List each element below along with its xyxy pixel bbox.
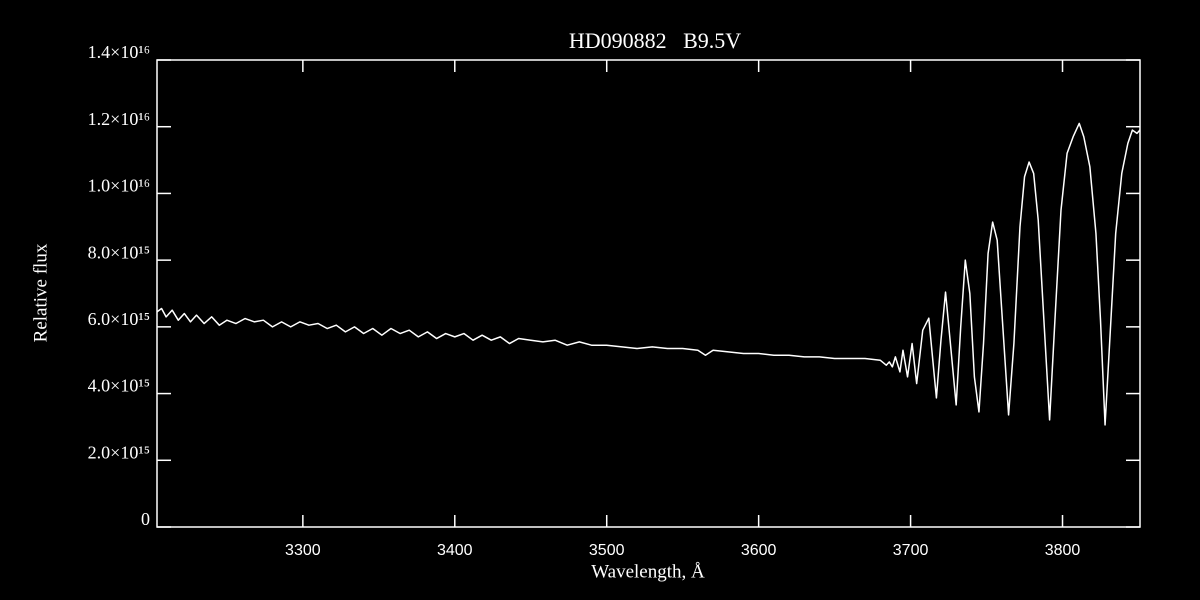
y-tick-label: 1.0×10¹⁶ — [88, 176, 150, 196]
plot-frame — [156, 59, 1141, 528]
x-tick-label: 3300 — [285, 542, 321, 559]
spectrum-line — [156, 122, 1141, 426]
x-tick-label: 3700 — [893, 542, 929, 559]
chart-title: HD090882 B9.5V — [569, 28, 741, 53]
y-tick-label: 8.0×10¹⁵ — [88, 242, 150, 262]
y-tick-label: 1.4×10¹⁶ — [88, 42, 150, 62]
x-tick-label: 3800 — [1045, 542, 1081, 559]
y-tick-label: 1.2×10¹⁶ — [88, 109, 150, 129]
y-tick-label: 0 — [141, 509, 150, 529]
x-tick-label: 3500 — [589, 542, 625, 559]
y-tick-label: 2.0×10¹⁵ — [88, 442, 150, 462]
x-tick-label: 3600 — [741, 542, 777, 559]
x-tick-label: 3400 — [437, 542, 473, 559]
y-tick-label: 6.0×10¹⁵ — [88, 309, 150, 329]
y-axis-label: Relative flux — [30, 243, 51, 342]
y-tick-label: 4.0×10¹⁵ — [88, 376, 150, 396]
x-axis-label: Wavelength, Å — [591, 561, 705, 582]
